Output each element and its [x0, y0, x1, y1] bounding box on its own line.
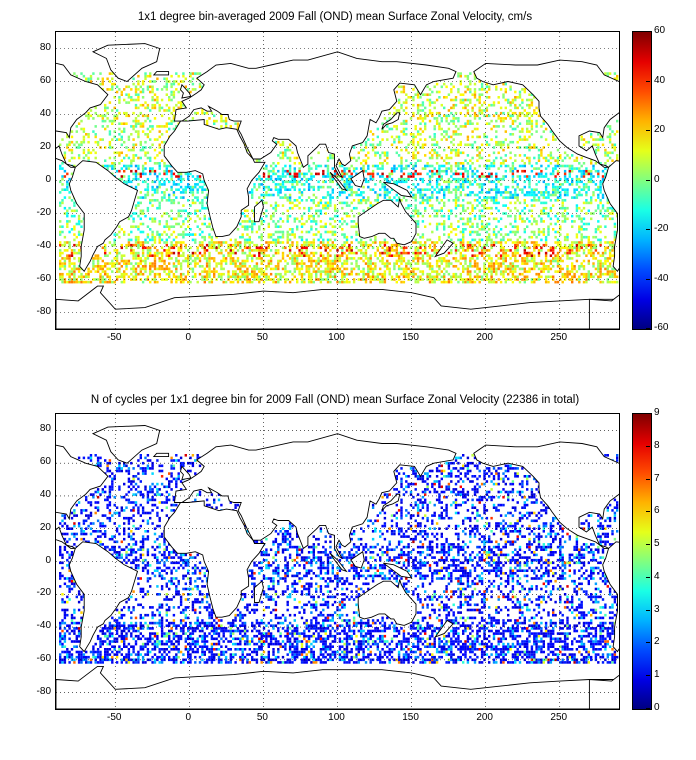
y-tick-label: 20	[39, 140, 51, 152]
x-tick-label: 200	[476, 332, 493, 343]
colorbar-tick-mark	[646, 31, 650, 32]
y-tick-label: -20	[36, 587, 51, 599]
x-tick-label: -50	[107, 712, 122, 723]
cycle-count-map	[55, 413, 620, 710]
land-masses	[56, 425, 619, 709]
colorbar-tick-label: -20	[654, 223, 669, 234]
colorbar-tick-mark	[646, 675, 650, 677]
top-panel-title: 1x1 degree bin-averaged 2009 Fall (OND) …	[137, 11, 533, 23]
colorbar-tick-label: 1	[654, 669, 660, 681]
colorbar-tick-label: 4	[654, 570, 660, 582]
x-tick-label: 250	[550, 712, 568, 723]
colorbar-tick-mark	[646, 278, 650, 280]
colorbar-tick-mark	[646, 445, 650, 447]
colorbar-tick-label: -60	[654, 322, 669, 333]
y-tick-label: -80	[36, 685, 51, 697]
colorbar-tick-mark	[646, 328, 650, 329]
colorbar-tick-label: 40	[654, 74, 666, 86]
x-tick-label: 250	[550, 332, 568, 343]
colorbar-tick-label: 0	[654, 702, 660, 713]
y-tick-label: 20	[39, 521, 51, 533]
y-tick-label: -20	[36, 206, 51, 218]
cycle-count-colorbar	[632, 413, 652, 710]
colorbar-tick-mark	[646, 478, 650, 480]
colorbar-tick-label: 8	[654, 439, 660, 451]
y-tick-label: 60	[39, 456, 51, 468]
colorbar-tick-mark	[646, 229, 650, 230]
cycle-count-map-plot	[56, 414, 619, 709]
colorbar-tick-label: 2	[654, 636, 660, 648]
x-tick-label: 100	[328, 332, 345, 343]
x-tick-label: 150	[402, 712, 419, 723]
colorbar-tick-mark	[646, 511, 650, 513]
y-tick-label: -40	[36, 620, 51, 632]
y-tick-label: -80	[36, 305, 51, 317]
velocity-map-plot	[56, 32, 619, 329]
x-tick-label: 0	[185, 712, 192, 723]
x-tick-label: 0	[185, 332, 192, 343]
bottom-panel-title: N of cycles per 1x1 degree bin for 2009 …	[90, 394, 580, 406]
y-tick-label: 40	[39, 107, 51, 119]
velocity-map	[55, 31, 620, 330]
colorbar-tick-label: 3	[654, 603, 660, 615]
grid-lines	[56, 32, 619, 329]
colorbar-tick-mark	[646, 576, 650, 578]
colorbar-tick-label: 0	[654, 173, 660, 185]
colorbar-tick-label: 9	[654, 407, 660, 418]
x-tick-label: 100	[328, 712, 345, 723]
y-tick-label: 60	[39, 74, 51, 86]
colorbar-tick-mark	[646, 80, 650, 82]
colorbar-tick-mark	[646, 544, 650, 546]
colorbar-tick-label: 20	[654, 124, 666, 135]
y-tick-label: 0	[45, 173, 51, 185]
y-tick-label: -40	[36, 239, 51, 251]
x-tick-label: -50	[107, 332, 122, 343]
colorbar-tick-label: 60	[654, 25, 666, 36]
y-tick-label: 80	[39, 423, 51, 435]
colorbar-tick-mark	[646, 130, 650, 131]
y-tick-label: -60	[36, 652, 51, 664]
colorbar-tick-mark	[646, 642, 650, 644]
velocity-colorbar	[632, 31, 652, 330]
y-tick-label: 0	[45, 554, 51, 566]
colorbar-tick-label: 5	[654, 538, 660, 550]
colorbar-tick-mark	[646, 413, 650, 414]
y-tick-label: 80	[39, 41, 51, 53]
colorbar-tick-label: 7	[654, 472, 660, 484]
y-tick-label: 40	[39, 488, 51, 500]
data-cells	[59, 72, 619, 284]
colorbar-tick-label: -40	[654, 272, 669, 284]
x-tick-label: 200	[476, 712, 493, 723]
colorbar-tick-mark	[646, 179, 650, 181]
colorbar-tick-mark	[646, 609, 650, 611]
x-tick-label: 50	[256, 712, 268, 723]
x-tick-label: 150	[402, 332, 419, 343]
y-tick-label: -60	[36, 272, 51, 284]
colorbar-tick-label: 6	[654, 505, 660, 517]
x-tick-label: 50	[256, 332, 268, 343]
colorbar-tick-mark	[646, 708, 650, 709]
